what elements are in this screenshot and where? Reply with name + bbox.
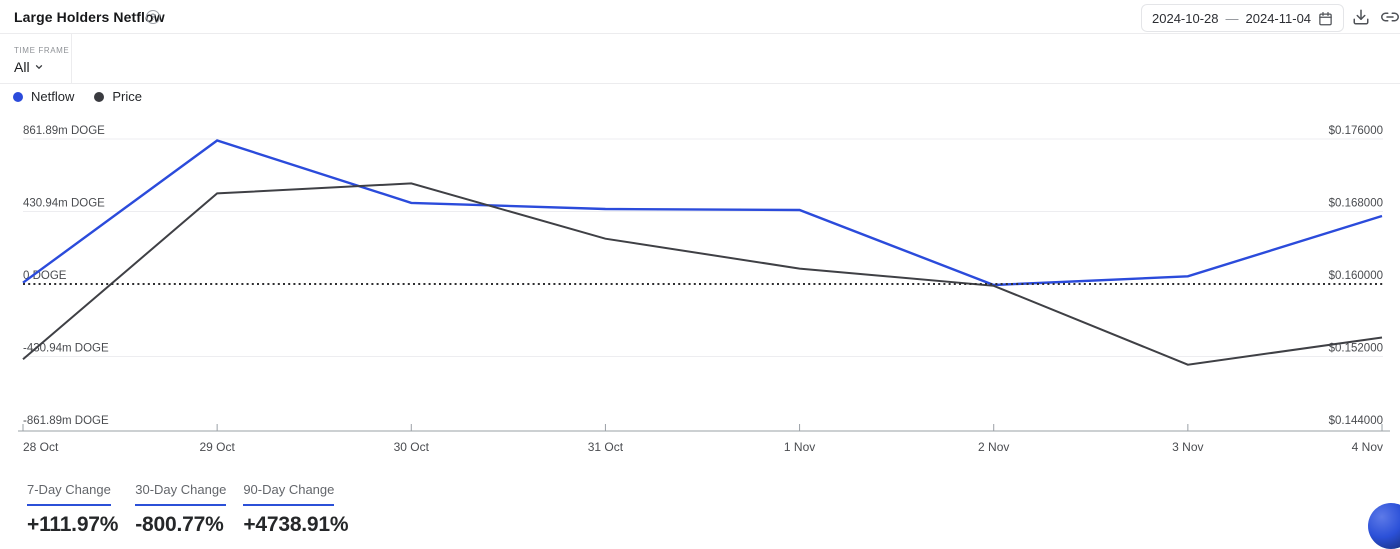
change-stats: 7-Day Change +111.97% 30-Day Change -800… (27, 481, 349, 537)
date-start: 2024-10-28 (1152, 10, 1219, 26)
legend-item-netflow[interactable]: Netflow (13, 89, 74, 104)
chevron-down-icon (34, 62, 44, 72)
y-axis-right-label: $0.152000 (1329, 343, 1383, 355)
chart-canvas[interactable]: 861.89m DOGE $0.176000 430.94m DOGE $0.1680… (0, 110, 1400, 465)
stat-value: +4738.91% (243, 513, 349, 536)
timeframe-value: All (14, 59, 30, 75)
calendar-icon (1318, 11, 1333, 26)
price-line (22, 182, 1383, 366)
stat-value: +111.97% (27, 513, 119, 536)
y-axis-left-label: 430.94m DOGE (23, 198, 105, 210)
date-end: 2024-11-04 (1245, 10, 1312, 26)
chat-bubble-button[interactable] (1368, 503, 1400, 549)
page-title: Large Holders Netflow (14, 9, 165, 25)
x-axis-label: 31 Oct (588, 440, 624, 454)
widget-header: Large Holders Netflow ? 2024-10-28 — 202… (0, 0, 1400, 34)
netflow-price-chart[interactable]: 861.89m DOGE $0.176000 430.94m DOGE $0.1680… (0, 110, 1400, 465)
y-axis-left-label: 0 DOGE (23, 270, 67, 282)
y-axis-left-label: 861.89m DOGE (23, 125, 105, 137)
x-axis-label: 3 Nov (1172, 440, 1203, 454)
stat-label: 90-Day Change (243, 482, 335, 506)
stat-7day: 7-Day Change +111.97% (27, 481, 118, 537)
legend-label: Netflow (31, 89, 75, 104)
x-axis-label: 2 Nov (978, 440, 1009, 454)
x-axis-label: 29 Oct (199, 440, 235, 454)
y-axis-left-label: -430.94m DOGE (23, 343, 109, 355)
toolbar-row: TIME FRAME All (0, 34, 1400, 84)
x-axis-label: 30 Oct (394, 440, 430, 454)
y-axis-right-label: $0.160000 (1329, 270, 1383, 282)
stat-label: 30-Day Change (135, 482, 227, 506)
y-axis-left-label: -861.89m DOGE (23, 415, 109, 427)
date-separator: — (1225, 10, 1239, 26)
x-axis-label: 28 Oct (23, 440, 59, 454)
share-link-button[interactable] (1381, 8, 1399, 26)
help-icon[interactable]: ? (146, 10, 160, 24)
x-axis-label: 1 Nov (784, 440, 815, 454)
chart-legend: Netflow Price (13, 89, 142, 104)
legend-label: Price (112, 89, 142, 104)
y-axis-right-label: $0.176000 (1329, 125, 1383, 137)
timeframe-label: TIME FRAME (14, 46, 70, 55)
netflow-line (22, 139, 1383, 287)
y-axis-right-label: $0.144000 (1329, 415, 1383, 427)
stat-value: -800.77% (135, 513, 224, 536)
stat-90day: 90-Day Change +4738.91% (243, 481, 349, 537)
legend-item-price[interactable]: Price (94, 89, 142, 104)
stat-30day: 30-Day Change -800.77% (135, 481, 227, 537)
date-range-picker[interactable]: 2024-10-28 — 2024-11-04 (1141, 4, 1345, 32)
price-dot-icon (94, 91, 105, 102)
download-button[interactable] (1352, 8, 1370, 26)
netflow-dot-icon (13, 91, 23, 102)
timeframe-cell: TIME FRAME All (0, 34, 72, 83)
x-axis-label: 4 Nov (1352, 440, 1383, 454)
y-axis-right-label: $0.168000 (1329, 198, 1383, 210)
timeframe-dropdown[interactable]: All (14, 59, 44, 75)
stat-label: 7-Day Change (27, 482, 111, 506)
